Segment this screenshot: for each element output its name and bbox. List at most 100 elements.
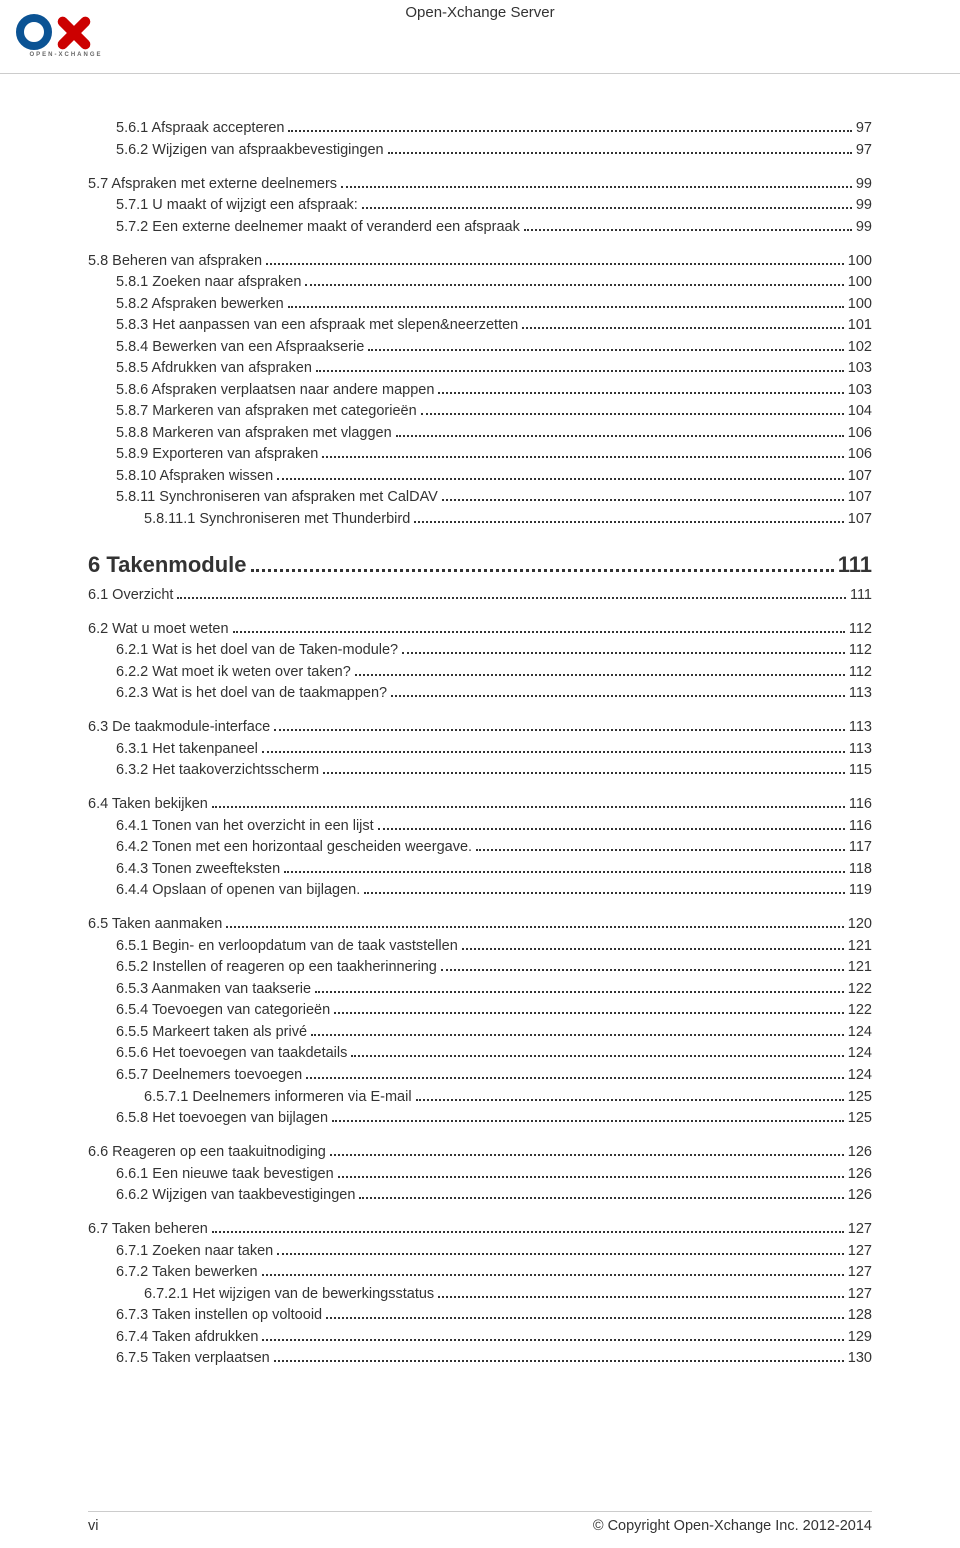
toc-entry[interactable]: 6.5.1 Begin- en verloopdatum van de taak… bbox=[88, 936, 872, 957]
toc-entry[interactable]: 6.5.7 Deelnemers toevoegen 124 bbox=[88, 1065, 872, 1086]
toc-label: 5.8.1 Zoeken naar afspraken bbox=[116, 272, 301, 293]
toc-entry[interactable]: 6.7.2 Taken bewerken 127 bbox=[88, 1262, 872, 1283]
toc-label: 6.5.8 Het toevoegen van bijlagen bbox=[116, 1108, 328, 1129]
page-footer: vi © Copyright Open-Xchange Inc. 2012-20… bbox=[88, 1511, 872, 1534]
toc-entry[interactable]: 6.5 Taken aanmaken 120 bbox=[88, 914, 872, 935]
toc-leader-dots bbox=[421, 413, 844, 415]
toc-page-number: 102 bbox=[848, 337, 872, 358]
toc-leader-dots bbox=[315, 991, 844, 993]
toc-entry[interactable]: 6.7.5 Taken verplaatsen 130 bbox=[88, 1348, 872, 1369]
toc-label: 6.7 Taken beheren bbox=[88, 1219, 208, 1240]
toc-entry[interactable]: 5.7.2 Een externe deelnemer maakt of ver… bbox=[88, 217, 872, 238]
toc-page-number: 124 bbox=[848, 1065, 872, 1086]
toc-label: 6.6.2 Wijzigen van taakbevestigingen bbox=[116, 1185, 355, 1206]
toc-entry[interactable]: 6.7.4 Taken afdrukken 129 bbox=[88, 1327, 872, 1348]
toc-entry[interactable]: 6.2.2 Wat moet ik weten over taken? 112 bbox=[88, 662, 872, 683]
toc-label: 6.5.1 Begin- en verloopdatum van de taak… bbox=[116, 936, 458, 957]
toc-leader-dots bbox=[341, 186, 852, 188]
footer-copyright: © Copyright Open-Xchange Inc. 2012-2014 bbox=[593, 1518, 872, 1534]
toc-leader-dots bbox=[396, 435, 844, 437]
toc-entry[interactable]: 6.5.3 Aanmaken van taakserie 122 bbox=[88, 979, 872, 1000]
toc-leader-dots bbox=[326, 1317, 844, 1319]
toc-entry[interactable]: 6.1 Overzicht 111 bbox=[88, 585, 872, 606]
toc-entry[interactable]: 5.8.2 Afspraken bewerken 100 bbox=[88, 294, 872, 315]
toc-entry[interactable]: 5.7.1 U maakt of wijzigt een afspraak: 9… bbox=[88, 195, 872, 216]
toc-entry[interactable]: 6.6.2 Wijzigen van taakbevestigingen 126 bbox=[88, 1185, 872, 1206]
toc-leader-dots bbox=[368, 349, 844, 351]
toc-entry[interactable]: 5.8.11 Synchroniseren van afspraken met … bbox=[88, 487, 872, 508]
toc-label: 6.5.7 Deelnemers toevoegen bbox=[116, 1065, 302, 1086]
toc-page-number: 126 bbox=[848, 1185, 872, 1206]
toc-label: 5.8.7 Markeren van afspraken met categor… bbox=[116, 401, 417, 422]
toc-entry[interactable]: 6.6 Reageren op een taakuitnodiging 126 bbox=[88, 1142, 872, 1163]
toc-leader-dots bbox=[476, 849, 845, 851]
toc-leader-dots bbox=[388, 152, 852, 154]
toc-entry[interactable]: 5.8.7 Markeren van afspraken met categor… bbox=[88, 401, 872, 422]
toc-entry[interactable]: 5.8 Beheren van afspraken 100 bbox=[88, 251, 872, 272]
toc-leader-dots bbox=[442, 499, 844, 501]
logo-main bbox=[16, 14, 116, 50]
toc-entry[interactable]: 5.8.6 Afspraken verplaatsen naar andere … bbox=[88, 380, 872, 401]
toc-entry[interactable]: 5.8.10 Afspraken wissen 107 bbox=[88, 466, 872, 487]
toc-entry[interactable]: 5.6.1 Afspraak accepteren 97 bbox=[88, 118, 872, 139]
toc-entry[interactable]: 5.8.4 Bewerken van een Afspraakserie 102 bbox=[88, 337, 872, 358]
toc-entry[interactable]: 6.4.1 Tonen van het overzicht in een lij… bbox=[88, 816, 872, 837]
toc-entry[interactable]: 6.6.1 Een nieuwe taak bevestigen 126 bbox=[88, 1164, 872, 1185]
toc-entry[interactable]: 5.7 Afspraken met externe deelnemers 99 bbox=[88, 174, 872, 195]
toc-entry[interactable]: 5.8.8 Markeren van afspraken met vlaggen… bbox=[88, 423, 872, 444]
toc-entry[interactable]: 6.7.1 Zoeken naar taken 127 bbox=[88, 1241, 872, 1262]
footer-page-number: vi bbox=[88, 1518, 98, 1534]
toc-entry[interactable]: 5.8.9 Exporteren van afspraken 106 bbox=[88, 444, 872, 465]
toc-leader-dots bbox=[226, 926, 843, 928]
toc-label: 6.5.6 Het toevoegen van taakdetails bbox=[116, 1043, 347, 1064]
toc-label: 5.6.2 Wijzigen van afspraakbevestigingen bbox=[116, 140, 384, 161]
toc-page-number: 124 bbox=[848, 1022, 872, 1043]
toc-entry[interactable]: 6.2.3 Wat is het doel van de taakmappen?… bbox=[88, 683, 872, 704]
toc-entry[interactable]: 6.7.2.1 Het wijzigen van de bewerkingsst… bbox=[88, 1284, 872, 1305]
toc-entry[interactable]: 5.6.2 Wijzigen van afspraakbevestigingen… bbox=[88, 140, 872, 161]
toc-entry[interactable]: 6.3.1 Het takenpaneel 113 bbox=[88, 739, 872, 760]
logo-x-icon bbox=[55, 14, 91, 50]
toc-entry[interactable]: 5.8.11.1 Synchroniseren met Thunderbird … bbox=[88, 509, 872, 530]
toc-label: 5.8.8 Markeren van afspraken met vlaggen bbox=[116, 423, 392, 444]
toc-leader-dots bbox=[262, 1274, 844, 1276]
toc-leader-dots bbox=[251, 569, 834, 572]
toc-entry[interactable]: 5.8.1 Zoeken naar afspraken 100 bbox=[88, 272, 872, 293]
toc-entry[interactable]: 5.8.5 Afdrukken van afspraken 103 bbox=[88, 358, 872, 379]
toc-label: 6.3.1 Het takenpaneel bbox=[116, 739, 258, 760]
toc-leader-dots bbox=[284, 871, 845, 873]
toc-entry[interactable]: 6 Takenmodule 111 bbox=[88, 549, 872, 581]
toc-page-number: 113 bbox=[849, 717, 872, 738]
toc-entry[interactable]: 6.7 Taken beheren 127 bbox=[88, 1219, 872, 1240]
toc-entry[interactable]: 6.5.4 Toevoegen van categorieën 122 bbox=[88, 1000, 872, 1021]
toc-entry[interactable]: 5.8.3 Het aanpassen van een afspraak met… bbox=[88, 315, 872, 336]
toc-label: 6.4.3 Tonen zweefteksten bbox=[116, 859, 280, 880]
toc-page-number: 121 bbox=[848, 936, 872, 957]
toc-entry[interactable]: 6.5.2 Instellen of reageren op een taakh… bbox=[88, 957, 872, 978]
toc-entry[interactable]: 6.2 Wat u moet weten 112 bbox=[88, 619, 872, 640]
toc-page-number: 120 bbox=[848, 914, 872, 935]
toc-leader-dots bbox=[288, 130, 851, 132]
toc-entry[interactable]: 6.2.1 Wat is het doel van de Taken-modul… bbox=[88, 640, 872, 661]
toc-entry[interactable]: 6.4.2 Tonen met een horizontaal gescheid… bbox=[88, 837, 872, 858]
toc-page-number: 127 bbox=[848, 1284, 872, 1305]
toc-page-number: 122 bbox=[848, 1000, 872, 1021]
header-title: Open-Xchange Server bbox=[405, 4, 554, 21]
toc-entry[interactable]: 6.5.5 Markeert taken als privé 124 bbox=[88, 1022, 872, 1043]
toc-entry[interactable]: 6.5.7.1 Deelnemers informeren via E-mail… bbox=[88, 1087, 872, 1108]
toc-label: 6.7.2 Taken bewerken bbox=[116, 1262, 258, 1283]
toc-label: 6.4 Taken bekijken bbox=[88, 794, 208, 815]
toc-entry[interactable]: 6.4 Taken bekijken 116 bbox=[88, 794, 872, 815]
toc-leader-dots bbox=[274, 1360, 844, 1362]
toc-leader-dots bbox=[262, 1339, 843, 1341]
toc-entry[interactable]: 6.7.3 Taken instellen op voltooid 128 bbox=[88, 1305, 872, 1326]
toc-entry[interactable]: 6.5.8 Het toevoegen van bijlagen 125 bbox=[88, 1108, 872, 1129]
toc-entry[interactable]: 6.5.6 Het toevoegen van taakdetails 124 bbox=[88, 1043, 872, 1064]
toc-entry[interactable]: 6.4.3 Tonen zweefteksten 118 bbox=[88, 859, 872, 880]
toc-entry[interactable]: 6.3.2 Het taakoverzichtsscherm 115 bbox=[88, 760, 872, 781]
toc-entry[interactable]: 6.3 De taakmodule-interface 113 bbox=[88, 717, 872, 738]
toc-entry[interactable]: 6.4.4 Opslaan of openen van bijlagen. 11… bbox=[88, 880, 872, 901]
toc-page-number: 118 bbox=[849, 859, 872, 880]
page-header: Open-Xchange Server OPEN-XCHANGE bbox=[0, 0, 960, 74]
toc-leader-dots bbox=[462, 948, 844, 950]
